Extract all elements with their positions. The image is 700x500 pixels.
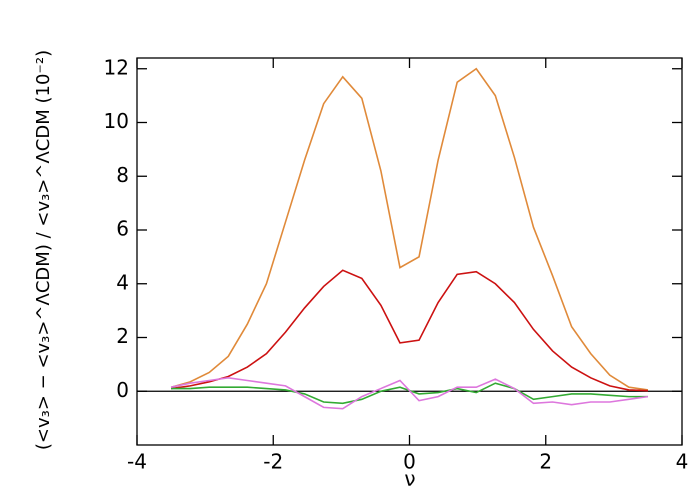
y-tick-label: 6 xyxy=(116,217,129,241)
y-tick-label: 0 xyxy=(116,378,129,402)
x-tick-label: 4 xyxy=(676,450,689,474)
x-tick-label: -2 xyxy=(263,450,283,474)
y-axis-label: (<v₃> − <v₃>^ΛCDM) / <v₃>^ΛCDM (10⁻²) xyxy=(33,50,54,450)
data-line xyxy=(170,269,648,392)
x-tick-label: 2 xyxy=(539,450,552,474)
data-line xyxy=(170,67,649,391)
x-axis-label: ν xyxy=(404,467,415,491)
x-tick-label: -4 xyxy=(127,450,147,474)
x-tick-label: 0 xyxy=(403,450,416,474)
y-tick-label: 10 xyxy=(104,109,129,133)
y-tick-label: 12 xyxy=(104,55,129,79)
y-tick-label: 2 xyxy=(116,324,129,348)
data-line xyxy=(171,382,648,405)
data-line xyxy=(170,377,649,410)
y-tick-label: 8 xyxy=(116,163,129,187)
y-tick-label: 4 xyxy=(116,270,129,294)
